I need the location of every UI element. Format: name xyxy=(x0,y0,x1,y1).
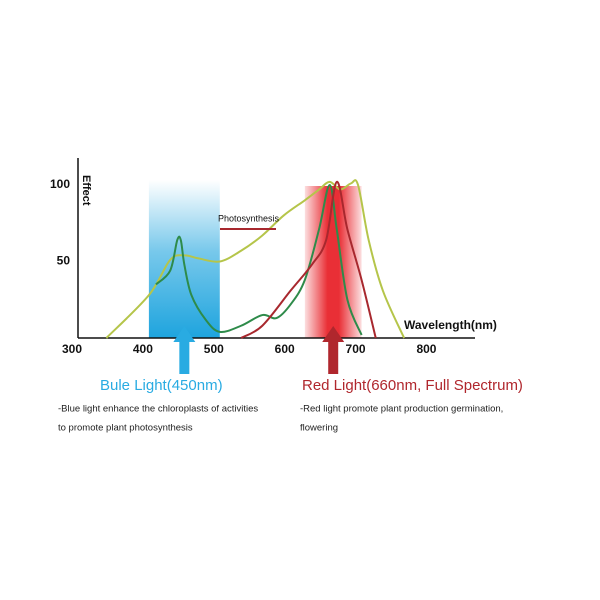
x-tick-label: 700 xyxy=(346,342,366,356)
y-tick-label: 100 xyxy=(50,177,70,191)
legend-label: Photosynthesis xyxy=(218,213,280,223)
y-axis-label: Effect xyxy=(80,175,92,206)
annotation-text: -Blue light enhance the chloroplasts of … xyxy=(58,404,258,415)
x-tick-label: 400 xyxy=(133,342,153,356)
x-tick-label: 300 xyxy=(62,342,82,356)
x-tick-label: 800 xyxy=(416,342,436,356)
annotation-text: -Red light promote plant production germ… xyxy=(300,404,503,415)
annotation-title: Red Light(660nm, Full Spectrum) xyxy=(302,377,523,394)
curve xyxy=(155,183,363,336)
arrow xyxy=(173,326,196,374)
curve xyxy=(240,180,377,339)
x-tick-label: 500 xyxy=(204,342,224,356)
annotation-text: to promote plant photosynthesis xyxy=(58,423,193,434)
arrow xyxy=(322,326,345,374)
y-tick-label: 50 xyxy=(57,254,71,268)
x-axis-label: Wavelength(nm) xyxy=(404,318,497,332)
annotation-title: Bule Light(450nm) xyxy=(100,377,223,394)
annotation-text: flowering xyxy=(300,423,338,434)
x-tick-label: 600 xyxy=(275,342,295,356)
